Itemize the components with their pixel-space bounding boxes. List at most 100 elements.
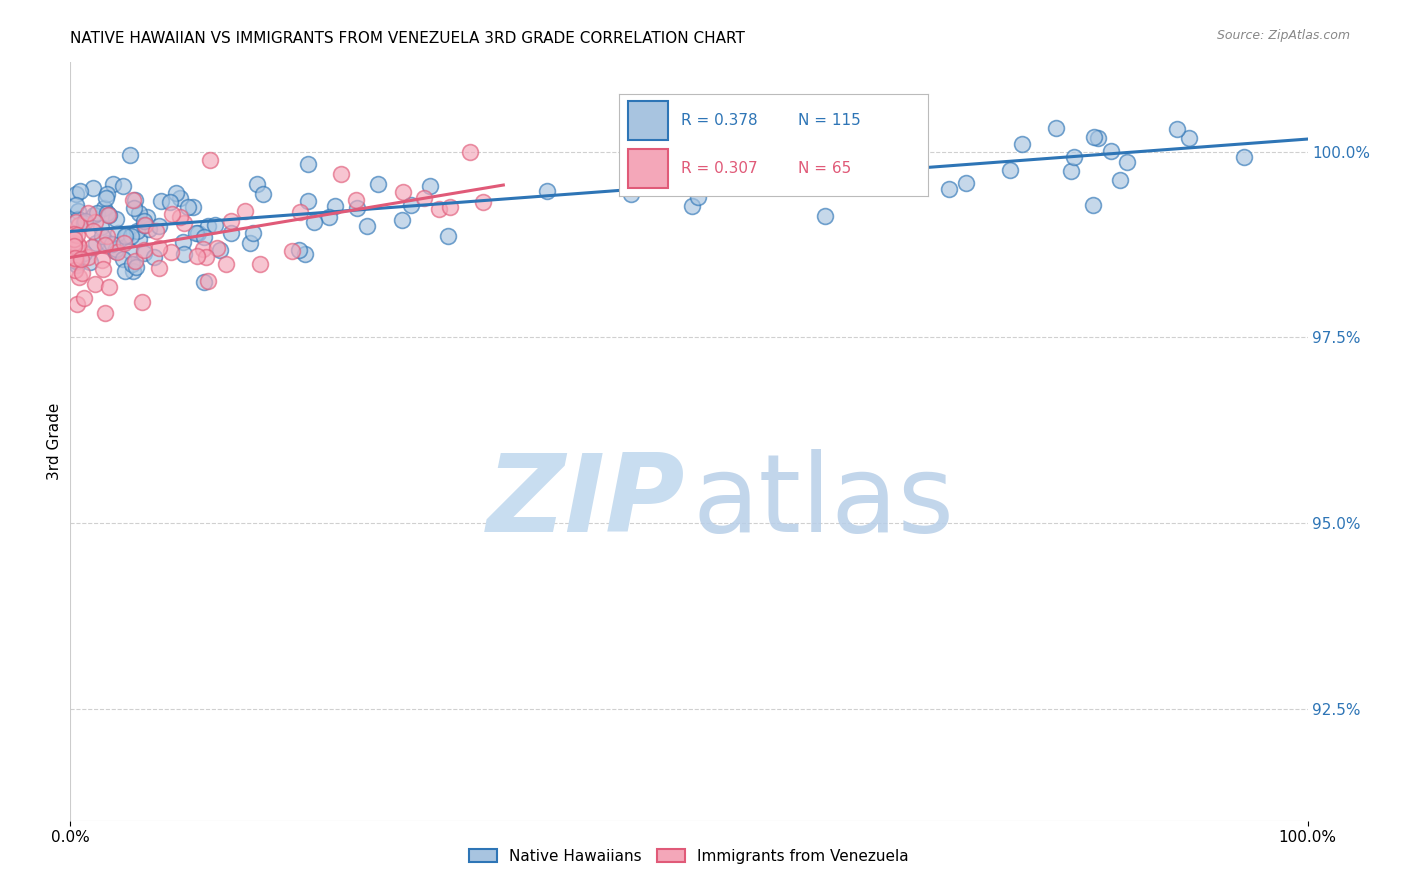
Point [86, 206, 108, 220]
Point [1099, 144, 1122, 158]
Point [135, 211, 157, 225]
Point [83, 277, 105, 291]
Point [122, 201, 145, 215]
Point [69, 184, 91, 198]
Point [205, 241, 228, 255]
Point [112, 252, 135, 266]
Point [249, 257, 271, 271]
Point [83, 209, 105, 223]
Point [814, 209, 837, 223]
Point [66, 297, 89, 311]
Point [281, 244, 304, 258]
Point [1116, 155, 1139, 169]
Point [323, 199, 346, 213]
Point [160, 245, 183, 260]
Point [105, 244, 128, 259]
Point [114, 228, 136, 243]
Point [695, 140, 717, 154]
Text: R = 0.378: R = 0.378 [681, 112, 756, 128]
Point [132, 245, 155, 260]
Legend: Native Hawaiians, Immigrants from Venezuela: Native Hawaiians, Immigrants from Venezu… [464, 843, 914, 870]
Point [1060, 163, 1083, 178]
Point [65, 197, 87, 211]
Point [73, 246, 96, 260]
Point [73, 213, 96, 227]
Point [536, 184, 558, 198]
Point [221, 213, 243, 227]
Point [134, 218, 156, 232]
FancyBboxPatch shape [628, 149, 668, 188]
Point [150, 194, 173, 209]
Point [132, 214, 155, 228]
Point [193, 275, 215, 289]
Point [118, 148, 141, 162]
Point [173, 246, 195, 260]
Point [104, 244, 127, 258]
Point [117, 227, 139, 242]
Point [94, 306, 117, 320]
Point [294, 246, 316, 260]
Point [1011, 136, 1033, 151]
Point [128, 232, 150, 246]
Point [65, 252, 87, 266]
Point [297, 194, 319, 209]
Point [114, 264, 136, 278]
Point [169, 191, 191, 205]
Point [103, 178, 125, 192]
Point [66, 258, 89, 272]
Point [63, 235, 86, 250]
Point [191, 242, 214, 256]
Point [1063, 150, 1085, 164]
Point [90, 219, 112, 234]
Point [107, 227, 129, 241]
Point [76, 250, 98, 264]
Point [938, 182, 960, 196]
Point [297, 157, 319, 171]
Point [79, 255, 101, 269]
Point [67, 219, 90, 233]
Point [65, 227, 87, 242]
Point [91, 262, 114, 277]
Point [82, 240, 104, 254]
Point [716, 172, 738, 186]
Point [120, 229, 142, 244]
Point [681, 199, 703, 213]
Text: N = 65: N = 65 [799, 161, 851, 176]
Point [346, 201, 368, 215]
Point [84, 214, 107, 228]
Point [63, 232, 86, 246]
Point [112, 178, 135, 193]
Point [105, 243, 128, 257]
Point [186, 250, 208, 264]
Point [344, 193, 367, 207]
Point [1166, 122, 1188, 136]
Point [72, 266, 94, 280]
Text: atlas: atlas [693, 450, 955, 555]
Point [132, 218, 155, 232]
Point [73, 215, 96, 229]
Point [233, 204, 256, 219]
Point [184, 226, 207, 240]
FancyBboxPatch shape [628, 101, 668, 140]
Point [70, 252, 93, 267]
Point [91, 229, 114, 244]
Point [96, 186, 118, 201]
Point [412, 191, 434, 205]
Point [97, 236, 120, 251]
Point [173, 216, 195, 230]
Point [686, 189, 709, 203]
Point [82, 181, 104, 195]
Point [209, 244, 232, 258]
Point [439, 200, 461, 214]
Point [67, 269, 90, 284]
Point [143, 250, 166, 264]
Point [391, 185, 413, 199]
Point [239, 235, 262, 250]
Point [252, 187, 274, 202]
Point [437, 229, 460, 244]
Point [122, 194, 145, 208]
Text: NATIVE HAWAIIAN VS IMMIGRANTS FROM VENEZUELA 3RD GRADE CORRELATION CHART: NATIVE HAWAIIAN VS IMMIGRANTS FROM VENEZ… [70, 31, 745, 46]
Point [731, 159, 754, 173]
Point [67, 240, 90, 254]
Point [367, 177, 389, 191]
